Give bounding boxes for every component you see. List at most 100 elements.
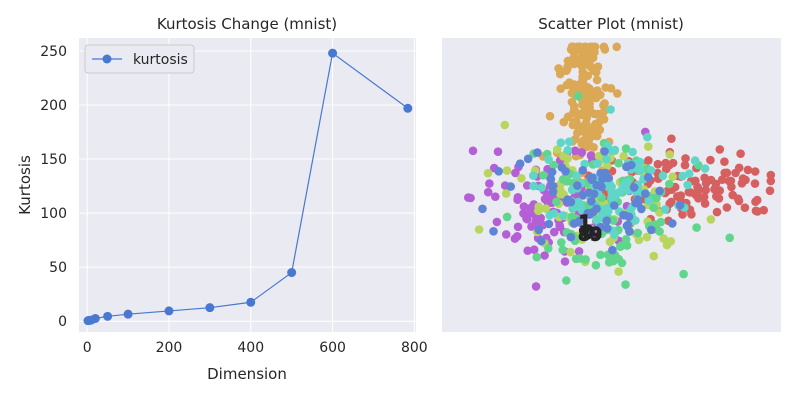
scatter-point [751, 197, 760, 206]
y-tick-label: 100 [40, 206, 67, 222]
scatter-point [599, 115, 609, 124]
scatter-point [500, 120, 510, 130]
scatter-point [539, 171, 548, 180]
scatter-point [715, 145, 725, 154]
scatter-point [510, 234, 520, 243]
scatter-point [706, 155, 715, 165]
scatter-point [570, 146, 580, 156]
kurtosis-point [328, 48, 338, 58]
scatter-point [622, 178, 632, 187]
scatter-point [694, 194, 703, 203]
left-chart-title: Kurtosis Change (mnist) [157, 15, 337, 33]
scatter-point [678, 171, 687, 181]
scatter-point [642, 232, 652, 242]
scatter-point [478, 204, 487, 214]
scatter-point [617, 241, 626, 251]
scatter-point [706, 215, 716, 224]
scatter-point [575, 216, 584, 226]
scatter-point [575, 42, 585, 52]
scatter-point [501, 189, 511, 198]
scatter-point [766, 176, 776, 186]
scatter-point [555, 69, 565, 79]
scatter-point [562, 276, 571, 285]
scatter-point [609, 201, 619, 210]
y-tick-label: 200 [40, 98, 67, 114]
cluster-label: 1 [580, 213, 591, 233]
scatter-point [740, 203, 750, 212]
scatter-point [544, 219, 554, 229]
scatter-point [523, 154, 533, 164]
scatter-point [515, 159, 525, 168]
scatter-point [712, 207, 722, 217]
x-tick-label: 400 [237, 340, 264, 356]
scatter-point [578, 166, 588, 175]
scatter-point [591, 119, 600, 129]
scatter-point [537, 183, 546, 192]
scatter-point [700, 164, 710, 173]
scatter-point [534, 206, 543, 216]
y-tick-label: 150 [40, 152, 67, 168]
scatter-point [540, 251, 549, 260]
scatter-point [581, 224, 590, 234]
scatter-point [603, 224, 612, 233]
scatter-point [666, 237, 676, 246]
scatter-point [652, 193, 661, 203]
scatter-point [692, 223, 701, 232]
scatter-point [583, 57, 593, 67]
scatter-point [633, 195, 642, 204]
scatter-point [629, 183, 639, 192]
scatter-point [596, 90, 605, 100]
scatter-point [566, 247, 575, 257]
scatter-point [608, 245, 617, 255]
cluster-label: 9 [591, 225, 602, 245]
kurtosis-point [205, 303, 215, 313]
scatter-point [623, 162, 632, 171]
scatter-point [573, 91, 583, 101]
scatter-point [614, 267, 623, 276]
scatter-point [668, 158, 678, 168]
scatter-point [617, 258, 627, 268]
left-y-axis-label: Kurtosis [16, 155, 34, 215]
left-tick-labels: 0 200 400 600 800 0 50 100 150 200 250 [40, 44, 427, 356]
scatter-point [602, 216, 611, 225]
scatter-point [593, 62, 603, 71]
kurtosis-series [83, 48, 413, 326]
scatter-point [619, 151, 628, 161]
scatter-point [529, 171, 538, 180]
scatter-point [502, 166, 512, 175]
scatter-point [474, 225, 484, 234]
scatter-point [592, 180, 601, 190]
scatter-point [485, 179, 494, 188]
scatter-point [743, 165, 753, 175]
scatter-point [599, 107, 608, 117]
scatter-point [684, 187, 694, 197]
scatter-point [464, 193, 473, 202]
scatter-point [558, 175, 568, 184]
scatter-point [572, 171, 581, 181]
scatter-point [574, 247, 584, 256]
scatter-point [563, 64, 572, 74]
scatter-point [613, 89, 622, 98]
kurtosis-point [90, 313, 100, 323]
scatter-point [683, 180, 692, 190]
scatter-point [621, 144, 631, 153]
kurtosis-point [123, 309, 133, 319]
scatter-point [750, 167, 760, 176]
scatter-point [644, 142, 653, 151]
scatter-point [601, 168, 610, 178]
scatter-point [574, 58, 584, 67]
scatter-point [557, 163, 567, 172]
scatter-point [668, 172, 677, 182]
scatter-point [545, 111, 555, 121]
scatter-point [631, 216, 640, 225]
scatter-point [720, 168, 729, 178]
scatter-point [680, 160, 690, 170]
scatter-point [681, 154, 690, 163]
legend-box [84, 44, 195, 74]
scatter-point [641, 189, 650, 198]
scatter-point [591, 260, 601, 270]
scatter-point [585, 210, 594, 219]
kurtosis-point [164, 306, 174, 316]
scatter-point [637, 204, 646, 214]
